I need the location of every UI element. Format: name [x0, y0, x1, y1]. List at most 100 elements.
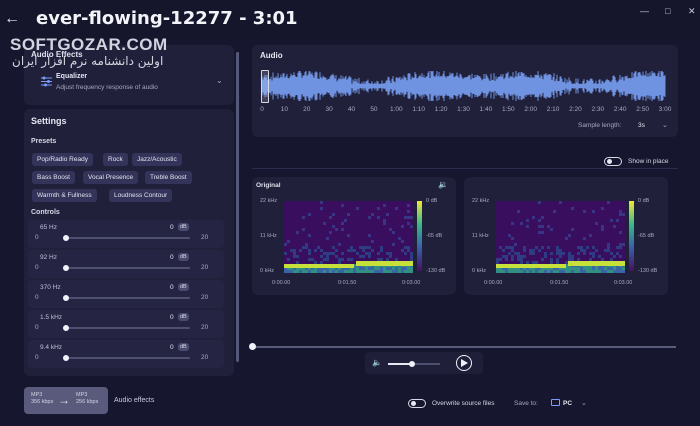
spectrogram-cell	[344, 270, 347, 273]
save-to-select[interactable]: PC	[563, 400, 573, 407]
playback-position-thumb[interactable]	[249, 343, 256, 350]
preset-chip[interactable]: Loudness Contour	[109, 189, 173, 202]
eq-slider-track[interactable]	[66, 267, 190, 269]
spectrogram-cell	[353, 270, 356, 273]
sample-length-select[interactable]: 3s	[638, 122, 645, 129]
spectrogram-cell	[290, 270, 293, 273]
spectrogram-cell	[568, 252, 571, 255]
spectrogram-cell	[523, 246, 526, 249]
eq-slider-thumb[interactable]	[63, 265, 69, 271]
arrow-left-icon[interactable]: ←	[4, 10, 20, 27]
spectrogram-cell	[377, 258, 380, 261]
frequency-tick-label: 0 kHz	[472, 268, 487, 274]
spectrogram-cell	[604, 267, 607, 270]
spectrogram-cell	[556, 252, 559, 255]
eq-band-value[interactable]: 0	[170, 314, 174, 321]
preset-chip[interactable]: Bass Boost	[32, 171, 75, 184]
spectrogram-cell	[407, 246, 410, 249]
eq-band-label: 65 Hz	[40, 224, 57, 231]
maximize-icon[interactable]: □	[665, 6, 671, 16]
spectrogram-cell	[389, 255, 392, 258]
spectrogram-cell	[517, 270, 520, 273]
audio-waveform[interactable]	[262, 70, 666, 102]
spectrogram-cell	[320, 255, 323, 258]
spectrogram-cell	[613, 270, 616, 273]
spectrogram-cell	[616, 219, 619, 222]
overwrite-source-toggle[interactable]	[408, 399, 426, 408]
preset-chip[interactable]: Rock	[103, 153, 128, 166]
sample-selection-handle[interactable]	[261, 70, 269, 103]
spectrogram-cell	[556, 249, 559, 252]
chevron-down-icon[interactable]: ⌄	[216, 76, 223, 85]
spectrogram-cell	[380, 249, 383, 252]
preset-chip[interactable]: Pop/Radio Ready	[32, 153, 93, 166]
close-icon[interactable]: ✕	[688, 6, 696, 16]
eq-slider-track[interactable]	[66, 327, 190, 329]
play-icon	[461, 359, 468, 367]
eq-slider-thumb[interactable]	[63, 295, 69, 301]
preset-chip[interactable]: Warmth & Fullness	[32, 189, 97, 202]
spectrogram-cell	[353, 264, 356, 267]
chevron-down-icon[interactable]: ⌄	[581, 400, 587, 407]
spectrogram-cell	[547, 225, 550, 228]
eq-slider-thumb[interactable]	[63, 355, 69, 361]
play-button[interactable]	[456, 355, 472, 371]
spectrogram-cell	[532, 252, 535, 255]
preset-chip[interactable]: Vocal Presence	[83, 171, 139, 184]
time-tick-label: 0	[260, 106, 264, 113]
spectrogram-cell	[517, 258, 520, 261]
spectrogram-cell	[529, 267, 532, 270]
spectrogram-cell	[401, 249, 404, 252]
eq-slider-thumb[interactable]	[63, 235, 69, 241]
spectrogram-cell	[365, 252, 368, 255]
preset-chip[interactable]: Jazz/Acoustic	[132, 153, 182, 166]
spectrogram-cell	[508, 270, 511, 273]
spectrogram-cell	[580, 249, 583, 252]
format-conversion-button[interactable]	[24, 387, 108, 414]
spectrogram-cell	[338, 270, 341, 273]
spectrogram-cell	[293, 255, 296, 258]
spectrogram-cell	[589, 234, 592, 237]
spectrogram-cell	[305, 243, 308, 246]
playback-timeline[interactable]	[252, 346, 676, 348]
spectrogram-cell	[305, 270, 308, 273]
spectrogram-cell	[550, 267, 553, 270]
eq-slider-track[interactable]	[66, 297, 190, 299]
eq-band-value[interactable]: 0	[170, 344, 174, 351]
spectrogram-cell	[296, 261, 299, 264]
eq-band-value[interactable]: 0	[170, 224, 174, 231]
settings-scrollbar[interactable]	[236, 52, 239, 362]
spectrogram-cell	[553, 270, 556, 273]
eq-slider-track[interactable]	[66, 237, 190, 239]
eq-slider-max: 20	[201, 294, 209, 301]
preset-chip[interactable]: Treble Boost	[145, 171, 192, 184]
eq-control-card	[28, 220, 224, 248]
audio-effects-panel[interactable]	[24, 45, 234, 105]
spectrogram-cell	[365, 270, 368, 273]
spectrogram-cell	[571, 228, 574, 231]
eq-band-value[interactable]: 0	[170, 284, 174, 291]
spectrogram-cell	[368, 267, 371, 270]
chevron-down-icon[interactable]: ⌄	[662, 122, 668, 129]
target-format-bitrate: 256 kbps	[76, 399, 99, 405]
volume-slider-thumb[interactable]	[408, 361, 415, 367]
spectrogram-cell	[335, 255, 338, 258]
spectrogram-cell	[541, 267, 544, 270]
spectrogram-cell	[329, 267, 332, 270]
spectrogram-cell	[550, 261, 553, 264]
spectrogram-cell	[377, 252, 380, 255]
speaker-icon[interactable]: 🔈	[372, 358, 382, 367]
minimize-icon[interactable]: —	[640, 6, 649, 16]
eq-slider-thumb[interactable]	[63, 325, 69, 331]
spectrogram-cell	[398, 237, 401, 240]
spectrogram-cell	[404, 216, 407, 219]
spectrogram-cell	[529, 249, 532, 252]
eq-slider-track[interactable]	[66, 357, 190, 359]
show-in-place-toggle[interactable]	[604, 157, 622, 166]
speaker-icon[interactable]: 🔉	[438, 180, 448, 189]
spectrogram-cell	[404, 252, 407, 255]
eq-band-value[interactable]: 0	[170, 254, 174, 261]
spectrogram-cell	[541, 258, 544, 261]
spectrogram-cell	[622, 213, 625, 216]
spectrogram-cell	[601, 267, 604, 270]
